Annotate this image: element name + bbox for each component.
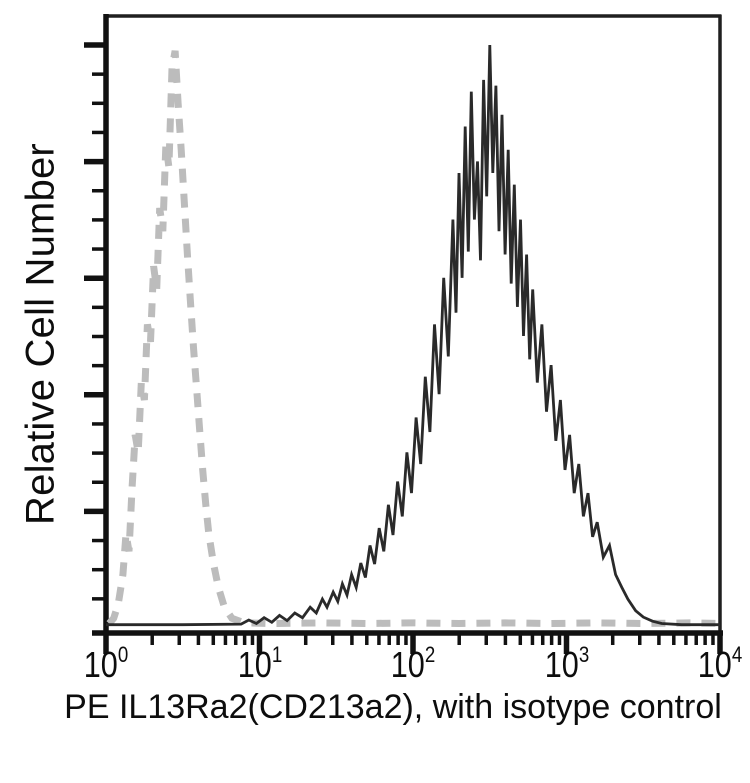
- series-isotype-control: [106, 50, 721, 628]
- x-axis-title: PE IL13Ra2(CD213a2), with isotype contro…: [64, 688, 722, 726]
- x-tick-label-10e4: 104: [697, 642, 743, 685]
- series-pe-il13ra2-cd213a2: [106, 44, 720, 627]
- y-axis-title: Relative Cell Number: [18, 143, 63, 525]
- x-tick-label-10e1: 101: [237, 642, 282, 685]
- x-tick-label-10e0: 100: [83, 642, 129, 685]
- x-tick-label-10e3: 103: [544, 642, 589, 685]
- x-tick-label-10e2: 102: [390, 642, 436, 685]
